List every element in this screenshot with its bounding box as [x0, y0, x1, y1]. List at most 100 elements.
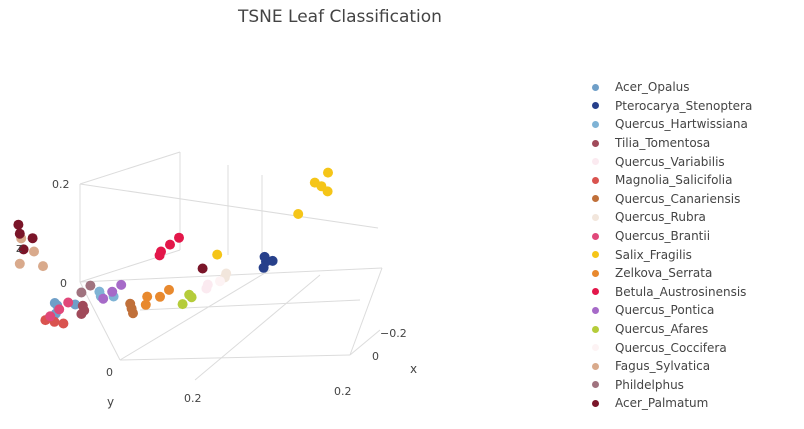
data-point[interactable] [258, 262, 269, 273]
legend-marker [592, 381, 599, 389]
legend-item[interactable]: Quercus_Variabilis [588, 152, 798, 171]
legend-label: Quercus_Coccifera [615, 340, 727, 355]
x-tick-label: 0 [372, 350, 379, 363]
data-point[interactable] [202, 279, 213, 290]
grid-line [139, 299, 361, 311]
legend-item[interactable]: Quercus_Coccifera [588, 338, 798, 357]
legend-marker [592, 176, 599, 184]
legend-marker [592, 195, 599, 203]
grid-line [79, 249, 181, 283]
legend-item[interactable]: Magnolia_Salicifolia [588, 171, 798, 190]
data-point[interactable] [177, 299, 188, 310]
data-point[interactable] [38, 261, 48, 272]
y-axis-title: y [107, 395, 114, 409]
data-point[interactable] [267, 255, 278, 266]
chart-title: TSNE Leaf Classification [238, 7, 442, 27]
legend-item[interactable]: Quercus_Afares [588, 320, 798, 339]
grid-line [79, 151, 181, 185]
legend-item[interactable]: Quercus_Rubra [588, 208, 798, 227]
legend-item[interactable]: Tilia_Tomentosa [588, 134, 798, 153]
legend-marker [592, 269, 599, 277]
legend-label: Quercus_Rubra [615, 210, 706, 225]
z-tick-label: 0 [60, 277, 67, 290]
legend-label: Quercus_Variabilis [615, 154, 725, 169]
legend-label: Quercus_Hartwissiana [615, 117, 748, 132]
data-point[interactable] [14, 228, 25, 239]
legend-item[interactable]: Quercus_Canariensis [588, 190, 798, 209]
legend-marker [592, 213, 599, 221]
data-points [13, 167, 333, 329]
data-point[interactable] [128, 308, 138, 319]
x-tick-label: −0.2 [380, 327, 407, 340]
data-point[interactable] [154, 250, 165, 261]
legend-marker [592, 362, 599, 370]
legend-label: Quercus_Canariensis [615, 191, 741, 206]
data-point[interactable] [125, 298, 136, 309]
data-point[interactable] [76, 309, 87, 319]
legend-item[interactable]: Acer_Opalus [588, 78, 798, 97]
legend-label: Salix_Fragilis [615, 247, 692, 262]
data-point[interactable] [221, 268, 232, 279]
data-point[interactable] [13, 219, 24, 230]
grid-line [79, 267, 383, 283]
data-point[interactable] [174, 232, 184, 243]
data-point[interactable] [27, 233, 38, 244]
data-point[interactable] [45, 311, 56, 322]
legend-item[interactable]: Acer_Palmatum [588, 394, 798, 413]
data-point[interactable] [14, 258, 25, 269]
data-point[interactable] [155, 291, 165, 302]
legend-item[interactable]: Betula_Austrosinensis [588, 283, 798, 302]
data-point[interactable] [85, 280, 96, 291]
grid-lines [79, 151, 383, 381]
legend-label: Acer_Palmatum [615, 396, 709, 411]
legend-marker [592, 102, 599, 110]
data-point[interactable] [212, 249, 223, 260]
data-point[interactable] [76, 287, 87, 298]
legend-item[interactable]: Quercus_Brantii [588, 227, 798, 246]
legend-marker [592, 306, 599, 314]
data-point[interactable] [116, 279, 127, 290]
x-axis-title: x [410, 362, 417, 376]
grid-line [119, 269, 271, 361]
legend-label: Zelkova_Serrata [615, 266, 713, 281]
scatter3d-scene[interactable]: 0.2 0 −0.2 0 0.2 0 0.2 z x y [0, 0, 580, 429]
data-point[interactable] [165, 239, 175, 250]
x-tick-label: 0.2 [334, 385, 352, 398]
legend-item[interactable]: Quercus_Pontica [588, 301, 798, 320]
data-point[interactable] [293, 209, 304, 219]
data-point[interactable] [323, 167, 333, 178]
data-point[interactable] [107, 286, 118, 297]
legend-marker [592, 288, 599, 296]
legend-item[interactable]: Fagus_Sylvatica [588, 357, 798, 376]
legend-marker [592, 120, 599, 128]
legend-marker [592, 232, 599, 240]
legend-label: Betula_Austrosinensis [615, 284, 747, 299]
data-point[interactable] [142, 291, 153, 302]
legend-item[interactable]: Salix_Fragilis [588, 245, 798, 264]
legend-item[interactable]: Pterocarya_Stenoptera [588, 97, 798, 116]
data-point[interactable] [58, 318, 69, 329]
y-tick-label: 0 [106, 366, 113, 379]
legend-marker [592, 344, 599, 352]
data-point[interactable] [54, 304, 65, 315]
grid-line [119, 354, 351, 361]
data-point[interactable] [322, 186, 333, 197]
data-point[interactable] [140, 299, 151, 310]
data-point[interactable] [259, 251, 270, 262]
data-point[interactable] [63, 297, 74, 308]
data-point[interactable] [29, 246, 39, 257]
data-point[interactable] [98, 293, 109, 304]
data-point[interactable] [184, 289, 195, 300]
legend-marker [592, 325, 599, 333]
legend-item[interactable]: Quercus_Hartwissiana [588, 115, 798, 134]
legend-marker [592, 399, 599, 407]
data-point[interactable] [197, 263, 208, 274]
legend-item[interactable]: Phildelphus [588, 376, 798, 395]
data-point[interactable] [18, 244, 29, 255]
legend-marker [592, 158, 599, 166]
legend-label: Acer_Opalus [615, 80, 690, 95]
legend-label: Quercus_Brantii [615, 229, 711, 244]
data-point[interactable] [164, 284, 174, 295]
legend-item[interactable]: Zelkova_Serrata [588, 264, 798, 283]
data-point[interactable] [215, 276, 225, 287]
